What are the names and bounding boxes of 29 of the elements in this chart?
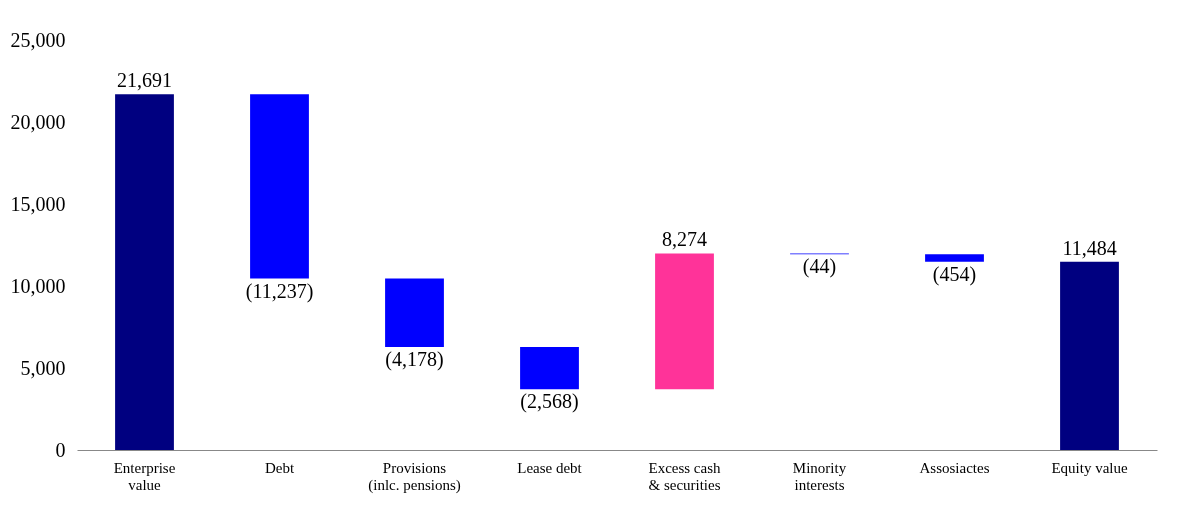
x-tick-label: Debt xyxy=(264,459,295,476)
data-label: (44) xyxy=(802,255,837,279)
x-tick-label: Assosiactes xyxy=(919,459,990,476)
y-tick-label: 20,000 xyxy=(10,110,66,133)
y-tick-label: 0 xyxy=(55,438,66,461)
bar xyxy=(385,278,444,348)
x-tick-label: Enterprise value xyxy=(113,459,176,493)
bar xyxy=(655,253,714,390)
x-tick-label: Excess cash & securities xyxy=(648,459,722,493)
bar xyxy=(115,94,174,450)
data-label: 8,274 xyxy=(662,228,707,251)
y-tick-label: 5,000 xyxy=(20,356,66,379)
data-label: (4,178) xyxy=(385,348,444,372)
y-tick-label: 10,000 xyxy=(10,274,66,297)
data-label: 11,484 xyxy=(1062,236,1117,259)
bar xyxy=(520,347,579,390)
data-label: (454) xyxy=(932,262,977,286)
x-tick-label: Provisions (inlc. pensions) xyxy=(368,459,461,494)
x-tick-label: Equity value xyxy=(1051,459,1128,476)
data-label: 21,691 xyxy=(117,69,172,92)
y-tick-label: 15,000 xyxy=(10,192,66,215)
data-label: (11,237) xyxy=(245,279,314,303)
bar xyxy=(250,94,309,279)
data-label: (2,568) xyxy=(520,390,579,414)
x-tick-label: Lease debt xyxy=(517,459,583,476)
bar xyxy=(1060,261,1119,450)
bar xyxy=(925,254,984,262)
x-tick-label: Minority interests xyxy=(792,459,847,493)
y-tick-label: 25,000 xyxy=(10,28,66,51)
